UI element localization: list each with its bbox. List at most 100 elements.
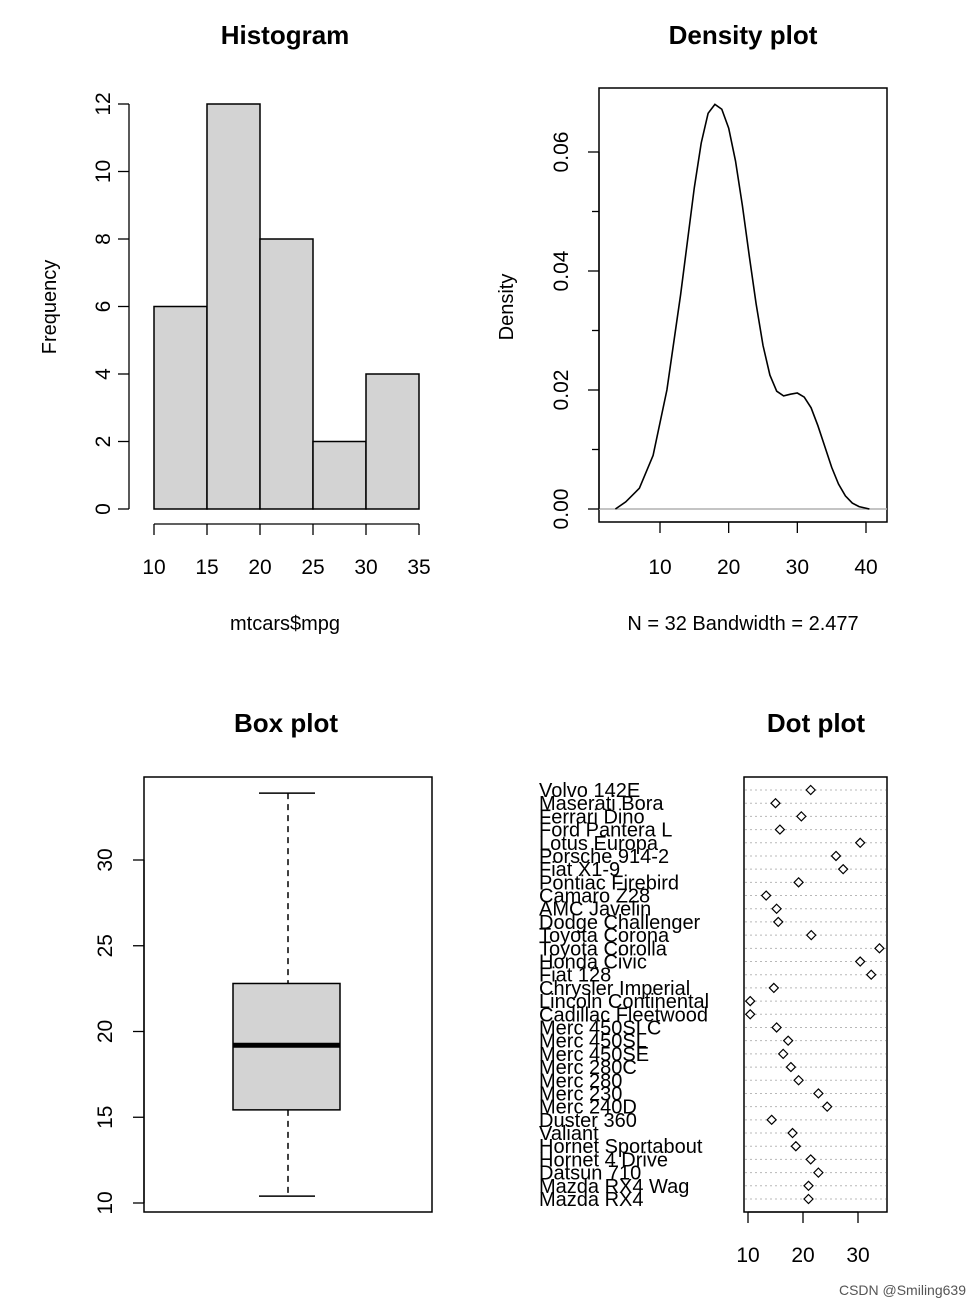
dotplot-point <box>854 837 866 849</box>
density-y-tick-label: 0.06 <box>550 132 573 173</box>
histogram-bars <box>153 103 420 510</box>
dotplot-point <box>790 1140 802 1152</box>
histogram-x-tick-label: 10 <box>142 556 165 579</box>
boxplot-title: Box plot <box>234 708 338 738</box>
dotplot-point <box>782 1035 794 1047</box>
dotplot-point <box>744 1008 756 1020</box>
histogram-y-tick-label: 8 <box>92 233 115 245</box>
boxplot-y-tick-label: 10 <box>94 1191 117 1214</box>
histogram-y-tick-label: 6 <box>92 301 115 313</box>
dotplot-title: Dot plot <box>767 708 866 738</box>
histogram-x-tick-label: 15 <box>195 556 218 579</box>
dotplot-label: Toyota Corolla <box>539 938 668 960</box>
density-y-axis: 0.00 0.02 0.04 0.06 <box>550 132 600 530</box>
dotplot-point <box>777 1048 789 1060</box>
dotplot-label: Hornet 4 Drive <box>539 1149 668 1171</box>
histogram-y-tick-label: 2 <box>92 436 115 448</box>
dotplot-label: Maserati Bora <box>539 793 664 815</box>
density-plot-frame <box>598 87 888 523</box>
boxplot-panel: Box plot 10 15 20 25 30 <box>94 708 433 1215</box>
dotplot-point <box>760 890 772 901</box>
dotplot-label: Camaro Z28 <box>539 886 650 908</box>
dotplot-label: Ferrari Dino <box>539 806 645 828</box>
dotplot-label: Ford Pantera L <box>539 820 672 842</box>
boxplot-y-tick-label: 15 <box>94 1106 117 1129</box>
dotplot-label: Valiant <box>539 1123 599 1145</box>
dotplot-point <box>766 1114 777 1126</box>
dotplot-point <box>865 969 877 981</box>
dotplot-point <box>787 1127 798 1139</box>
histogram-bar <box>153 305 208 510</box>
dotplot-point <box>813 1088 824 1099</box>
dotplot-label: Duster 360 <box>539 1110 637 1132</box>
density-title: Density plot <box>669 20 818 50</box>
dotplot-x-tick-label: 10 <box>736 1244 759 1267</box>
dotplot-point <box>805 929 817 941</box>
boxplot-body <box>232 792 341 1197</box>
dotplot-frame <box>743 776 888 1213</box>
dotplot-point <box>854 956 866 967</box>
dotplot-label: Cadillac Fleetwood <box>539 1004 708 1026</box>
dotplot-label: Mazda RX4 <box>539 1189 644 1211</box>
dotplot-point <box>793 877 804 888</box>
dotplot-label: Merc 450SE <box>539 1044 649 1066</box>
dotplot-point <box>774 824 786 835</box>
density-panel: Density plot 10 20 30 40 0.00 0.02 0.04 0.06 N… <box>496 20 888 635</box>
dotplot-point <box>803 1180 814 1192</box>
dotplot-point <box>805 784 817 796</box>
dotplot-point <box>793 1074 804 1086</box>
dotplot-point <box>796 811 807 822</box>
density-x-tick-label: 30 <box>786 556 809 579</box>
boxplot-y-tick-label: 20 <box>94 1020 117 1043</box>
dotplot-point <box>874 942 885 954</box>
watermark: CSDN @Smiling639 <box>838 1282 966 1298</box>
density-ylabel: Density <box>496 274 518 341</box>
dotplot-point <box>785 1061 797 1073</box>
histogram-bar <box>206 103 261 510</box>
dotplot-label: Merc 280 <box>539 1070 622 1092</box>
dotplot-point <box>830 850 842 862</box>
histogram-y-axis: 0 2 4 6 8 10 12 <box>92 92 130 515</box>
boxplot-y-axis: 10 15 20 25 30 <box>94 848 145 1215</box>
boxplot-y-tick-label: 30 <box>94 848 117 871</box>
dotplot-point <box>771 903 782 915</box>
dotplot-label: Datsun 710 <box>539 1163 641 1185</box>
density-x-axis: 10 20 30 40 <box>648 521 878 579</box>
dotplot-label: Fiat 128 <box>539 965 611 987</box>
dotplot-point <box>837 863 849 875</box>
histogram-x-tick-label: 30 <box>354 556 377 579</box>
dotplot-label: Merc 450SL <box>539 1031 647 1053</box>
histogram-panel: Histogram 10 15 20 25 30 35 0 2 4 6 8 10 12 mtcars$… <box>39 20 431 635</box>
dotplot-label: Pontiac Firebird <box>539 872 679 894</box>
dotplot-point <box>768 982 780 994</box>
dotplot-label: Dodge Challenger <box>539 912 701 934</box>
dotplot-label: Merc 230 <box>539 1083 622 1105</box>
dotplot-label: Chrysler Imperial <box>539 978 690 1000</box>
density-x-tick-label: 20 <box>717 556 740 579</box>
boxplot-y-tick-label: 25 <box>94 934 117 957</box>
histogram-y-tick-label: 4 <box>92 368 115 380</box>
density-y-tick-label: 0.04 <box>550 250 573 291</box>
dotplot-x-tick-label: 30 <box>846 1244 869 1267</box>
density-x-tick-label: 10 <box>648 556 671 579</box>
histogram-bar <box>365 373 420 510</box>
density-y-tick-label: 0.00 <box>550 489 573 530</box>
histogram-x-tick-label: 20 <box>248 556 271 579</box>
dotplot-label: Volvo 142E <box>539 780 640 802</box>
dotplot-gridlines <box>745 789 886 1200</box>
dotplot-point <box>821 1101 833 1112</box>
dotplot-x-axis: 10 20 30 <box>736 1211 870 1267</box>
histogram-ylabel: Frequency <box>39 260 61 355</box>
dotplot-label: Mazda RX4 Wag <box>539 1176 689 1198</box>
histogram-x-tick-label: 25 <box>301 556 324 579</box>
dotplot-label: Lincoln Continental <box>539 991 709 1013</box>
density-x-tick-label: 40 <box>854 556 877 579</box>
dotplot-point <box>803 1193 814 1205</box>
dotplot-point <box>771 1022 782 1033</box>
density-xlabel: N = 32 Bandwidth = 2.477 <box>627 613 858 635</box>
histogram-y-tick-label: 10 <box>92 160 115 183</box>
density-curve <box>614 103 870 510</box>
